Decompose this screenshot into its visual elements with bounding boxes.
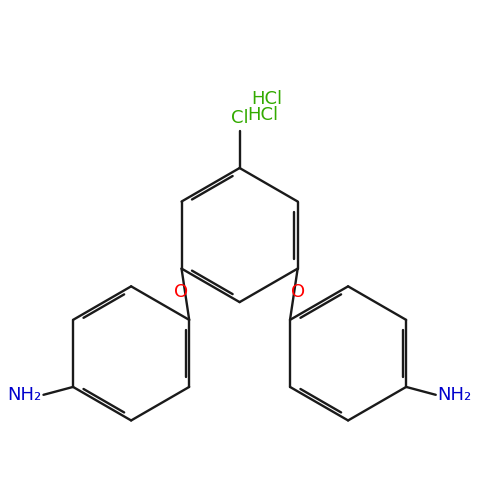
Text: HCl: HCl — [251, 90, 283, 108]
Text: NH₂: NH₂ — [438, 386, 472, 404]
Text: NH₂: NH₂ — [7, 386, 42, 404]
Text: Cl: Cl — [231, 109, 249, 126]
Text: O: O — [291, 283, 305, 301]
Text: O: O — [174, 283, 189, 301]
Text: HCl: HCl — [248, 106, 279, 124]
